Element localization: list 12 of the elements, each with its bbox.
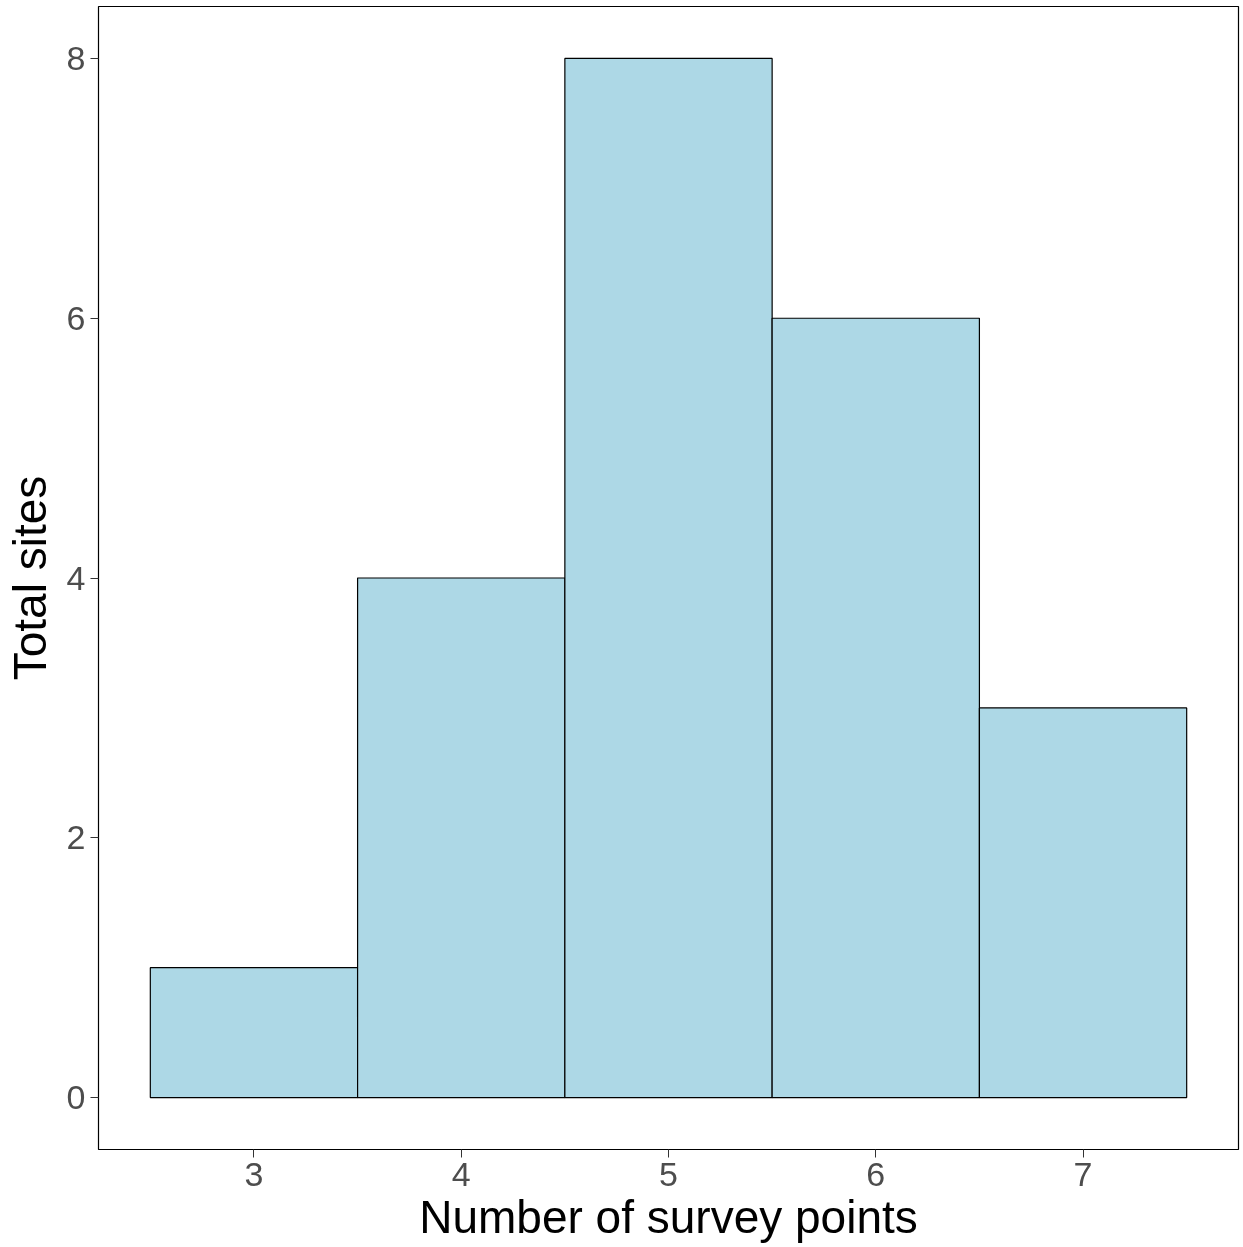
y-tick-label: 6 bbox=[66, 298, 86, 337]
y-axis-title: Total sites bbox=[3, 475, 56, 681]
y-tick-label: 2 bbox=[66, 818, 86, 857]
x-tick-label: 4 bbox=[451, 1154, 471, 1193]
y-tick-label: 8 bbox=[66, 38, 86, 77]
x-tick-label: 5 bbox=[659, 1154, 678, 1193]
y-tick-label: 0 bbox=[66, 1078, 86, 1117]
x-tick-label: 3 bbox=[244, 1154, 264, 1193]
x-axis-title: Number of survey points bbox=[419, 1190, 918, 1243]
x-tick-label: 6 bbox=[866, 1154, 886, 1193]
y-tick-label: 4 bbox=[66, 558, 86, 597]
x-tick-label: 7 bbox=[1073, 1154, 1093, 1193]
